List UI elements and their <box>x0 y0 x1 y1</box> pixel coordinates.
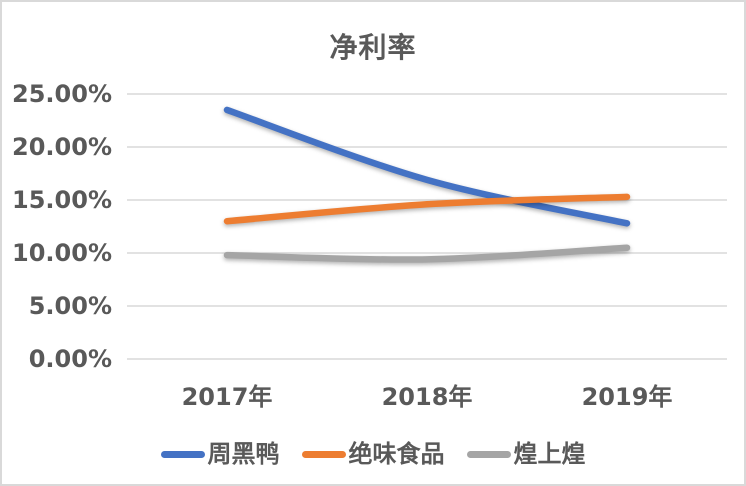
y-tick-label: 25.00% <box>12 80 112 108</box>
series-line-2 <box>223 244 631 263</box>
legend-line-swatch <box>466 450 511 458</box>
legend-item-1: 绝味食品 <box>301 439 445 469</box>
legend-line-swatch <box>301 450 346 458</box>
x-tick-label: 2018年 <box>381 383 473 411</box>
y-tick-label: 0.00% <box>28 345 112 373</box>
y-tick-label: 10.00% <box>12 239 112 267</box>
legend: 周黑鸭 绝味食品 煌上煌 <box>2 439 744 469</box>
legend-label: 绝味食品 <box>348 440 445 468</box>
y-tick-label: 5.00% <box>28 292 112 320</box>
legend-label: 周黑鸭 <box>207 440 280 468</box>
x-tick-label: 2019年 <box>581 383 673 411</box>
y-tick-label: 15.00% <box>12 186 112 214</box>
legend-label: 煌上煌 <box>513 440 586 468</box>
series-line-0 <box>223 106 631 227</box>
legend-item-2: 煌上煌 <box>466 439 586 469</box>
x-tick-label: 2017年 <box>181 383 273 411</box>
series-line-1 <box>223 193 631 225</box>
y-tick-label: 20.00% <box>12 133 112 161</box>
chart-title: 净利率 <box>329 31 417 64</box>
legend-line-swatch <box>160 450 205 458</box>
legend-item-0: 周黑鸭 <box>160 439 280 469</box>
